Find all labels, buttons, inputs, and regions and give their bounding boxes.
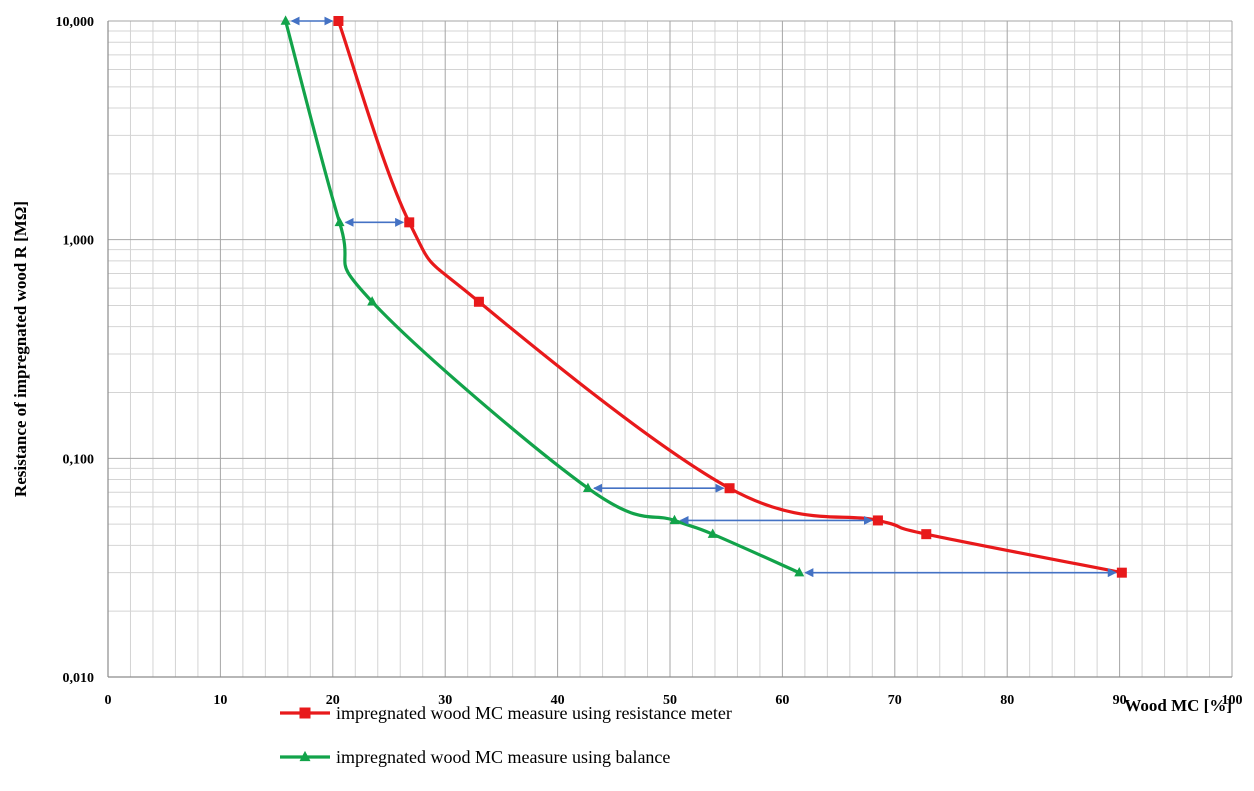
x-tick-label: 80 xyxy=(1000,693,1014,708)
data-point xyxy=(669,514,680,525)
data-point xyxy=(473,296,484,307)
legend: impregnated wood MC measure using resist… xyxy=(280,703,732,767)
legend-marker xyxy=(299,707,311,719)
y-tick-label: 0,100 xyxy=(63,452,95,467)
series-resistance-meter xyxy=(333,16,1127,578)
data-point xyxy=(794,567,805,577)
legend-marker xyxy=(299,750,311,762)
x-tick-label: 70 xyxy=(888,693,902,708)
series-layer xyxy=(280,15,1127,578)
data-point xyxy=(582,482,593,492)
legend-label: impregnated wood MC measure using resist… xyxy=(336,703,732,723)
legend-label: impregnated wood MC measure using balanc… xyxy=(336,747,670,767)
y-axis-title: Resistance of impregnated wood R [MΩ] xyxy=(11,201,30,497)
y-tick-label: 0,010 xyxy=(63,671,95,686)
data-point xyxy=(333,16,344,26)
x-tick-label: 90 xyxy=(1113,693,1127,708)
x-tick-label: 50 xyxy=(663,693,677,708)
x-tick-label: 10 xyxy=(213,693,227,708)
data-point xyxy=(724,483,735,494)
x-tick-label: 20 xyxy=(326,693,340,708)
y-tick-labels: 0,010 0,100 1,000 10,000 xyxy=(56,15,95,686)
x-tick-label: 60 xyxy=(775,693,789,708)
x-axis-title: Wood MC [%] xyxy=(1124,696,1232,715)
data-point xyxy=(280,15,291,25)
data-point xyxy=(872,515,883,526)
major-gridlines xyxy=(107,20,1233,678)
data-point xyxy=(334,216,345,227)
x-tick-label: 30 xyxy=(438,693,452,708)
y-tick-label: 1,000 xyxy=(63,234,95,249)
series-balance xyxy=(280,15,805,577)
data-point xyxy=(921,529,932,540)
y-tick-label: 10,000 xyxy=(56,15,95,30)
data-point xyxy=(367,296,378,306)
data-point xyxy=(707,528,718,538)
data-point xyxy=(1116,567,1127,578)
data-point xyxy=(404,217,415,228)
x-tick-label: 0 xyxy=(105,693,112,708)
x-tick-labels: 0 10 20 30 40 50 60 70 80 90 100 xyxy=(105,693,1243,708)
series-line xyxy=(283,19,801,575)
arrow-annotations xyxy=(290,16,1117,578)
x-tick-label: 100 xyxy=(1222,693,1243,708)
x-tick-label: 40 xyxy=(551,693,565,708)
